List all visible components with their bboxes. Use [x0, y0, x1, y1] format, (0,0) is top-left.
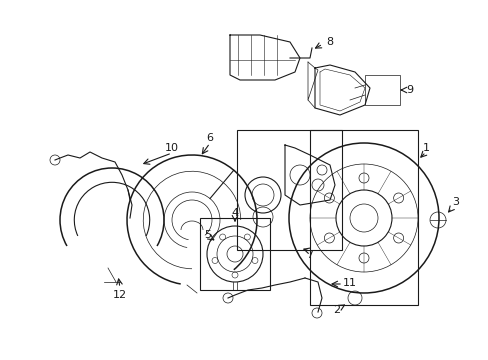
Text: 5: 5 [204, 230, 211, 240]
Text: 8: 8 [326, 37, 333, 47]
Text: 9: 9 [406, 85, 413, 95]
Text: 3: 3 [451, 197, 459, 207]
Text: 11: 11 [342, 278, 356, 288]
Text: 1: 1 [422, 143, 428, 153]
Wedge shape [180, 220, 235, 287]
Text: 10: 10 [164, 143, 179, 153]
Bar [364, 75, 399, 105]
Bar [237, 130, 341, 250]
Bar [200, 218, 269, 290]
Text: 4: 4 [231, 208, 238, 218]
Text: 12: 12 [113, 290, 127, 300]
Text: 2: 2 [333, 305, 340, 315]
Text: 7: 7 [306, 250, 313, 260]
Bar [309, 130, 417, 305]
Text: 6: 6 [206, 133, 213, 143]
